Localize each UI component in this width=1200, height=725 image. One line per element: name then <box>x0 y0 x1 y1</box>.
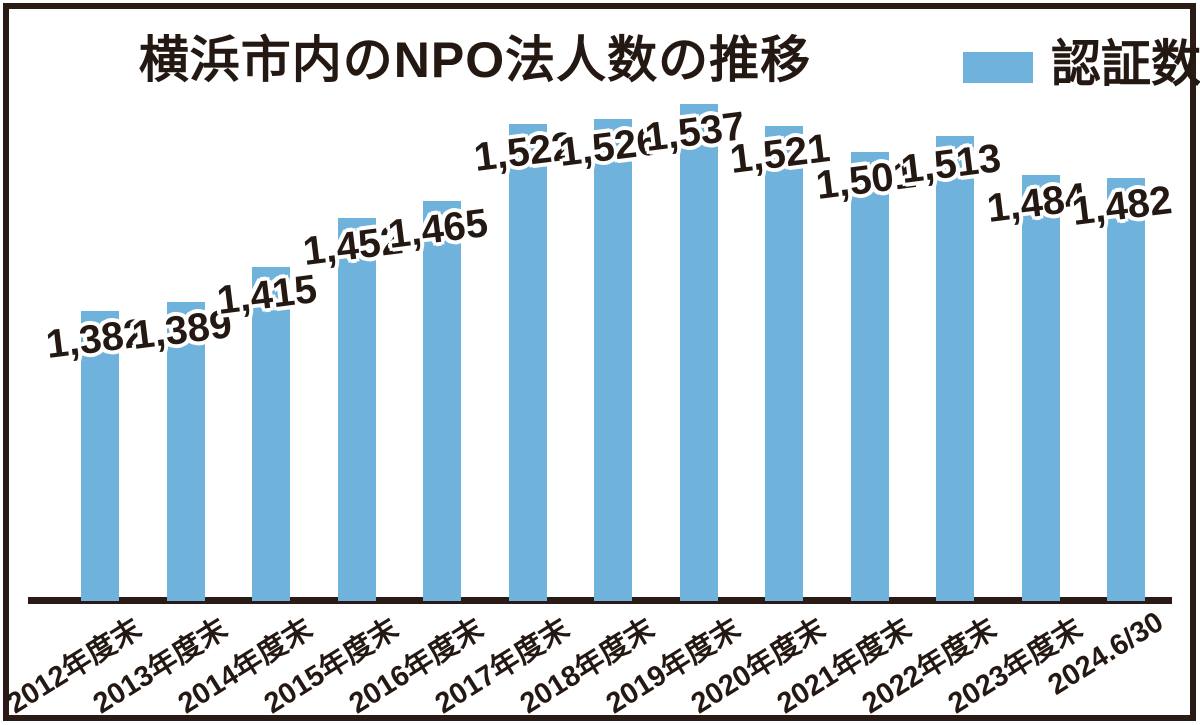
bar <box>423 200 461 601</box>
bar-value-label: 1,465 <box>385 200 491 257</box>
bar <box>765 125 803 601</box>
bar <box>594 119 632 601</box>
bar <box>166 301 205 601</box>
bar <box>936 136 974 601</box>
legend-swatch-icon <box>963 51 1033 83</box>
bar-value-label: 1,415 <box>214 267 320 324</box>
bar <box>1021 175 1060 601</box>
bar <box>850 152 889 601</box>
bar <box>252 267 290 601</box>
bar <box>1107 177 1145 601</box>
bar <box>679 104 718 601</box>
chart-title: 横浜市内のNPO法人数の推移 <box>138 32 812 88</box>
legend: 認証数 <box>963 24 1200 96</box>
legend-label: 認証数 <box>1051 36 1200 92</box>
bar <box>81 311 119 601</box>
bar <box>508 124 547 601</box>
bar <box>337 217 376 601</box>
